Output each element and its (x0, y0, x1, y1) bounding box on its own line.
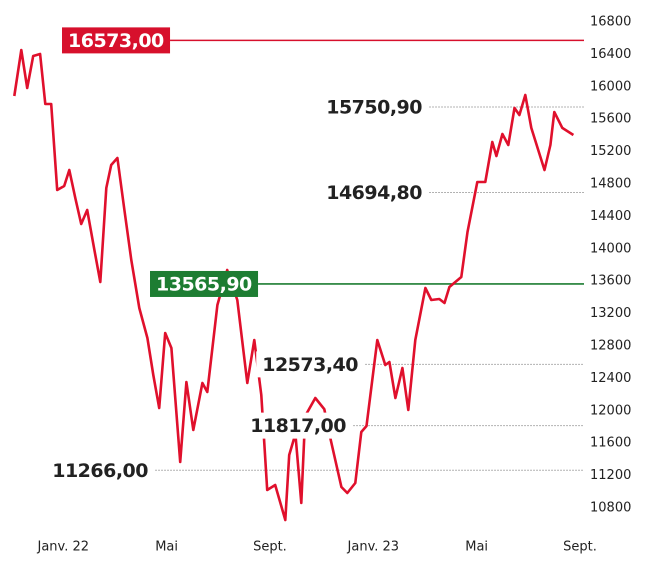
y-tick-label: 14800 (590, 177, 631, 192)
label-box (62, 27, 171, 54)
y-tick-label: 12000 (590, 403, 631, 418)
annotation-label: 15750,90 (326, 96, 422, 118)
annotation-label: 14694,80 (326, 182, 422, 204)
annotation-label: 16573,00 (68, 30, 164, 52)
y-tick-label: 11200 (590, 468, 631, 483)
label-box (150, 270, 259, 297)
x-tick-label: Mai (465, 540, 488, 555)
annotation-label: 11817,00 (250, 415, 346, 437)
y-tick-label: 10800 (590, 501, 631, 516)
y-tick-label: 16400 (590, 47, 631, 62)
y-tick-label: 16800 (590, 15, 631, 30)
x-tick-label: Sept. (253, 540, 287, 555)
x-tick-label: Janv. 23 (347, 540, 400, 555)
y-tick-label: 13200 (590, 306, 631, 321)
annotation-label: 12573,40 (262, 354, 358, 376)
y-tick-label: 12800 (590, 339, 631, 354)
label-background (244, 412, 353, 439)
label-background (320, 93, 429, 120)
x-tick-label: Sept. (563, 540, 597, 555)
y-tick-label: 14000 (590, 241, 631, 256)
y-tick-label: 16000 (590, 79, 631, 94)
y-tick-label: 15200 (590, 144, 631, 159)
y-tick-label: 15600 (590, 112, 631, 127)
label-background (320, 179, 429, 206)
price-line (13, 48, 575, 522)
x-tick-label: Mai (155, 540, 178, 555)
y-tick-label: 12400 (590, 371, 631, 386)
annotation-label: 13565,90 (156, 273, 252, 295)
annotation-label: 11266,00 (52, 460, 148, 482)
x-tick-label: Janv. 22 (36, 540, 89, 555)
label-background (256, 351, 365, 378)
y-tick-label: 13600 (590, 274, 631, 289)
y-tick-label: 14400 (590, 209, 631, 224)
y-tick-label: 11600 (590, 436, 631, 451)
label-background (46, 457, 155, 484)
